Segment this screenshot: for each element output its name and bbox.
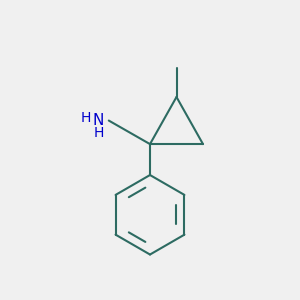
Text: H: H: [81, 111, 91, 125]
Text: H: H: [93, 126, 104, 140]
Text: N: N: [93, 113, 104, 128]
